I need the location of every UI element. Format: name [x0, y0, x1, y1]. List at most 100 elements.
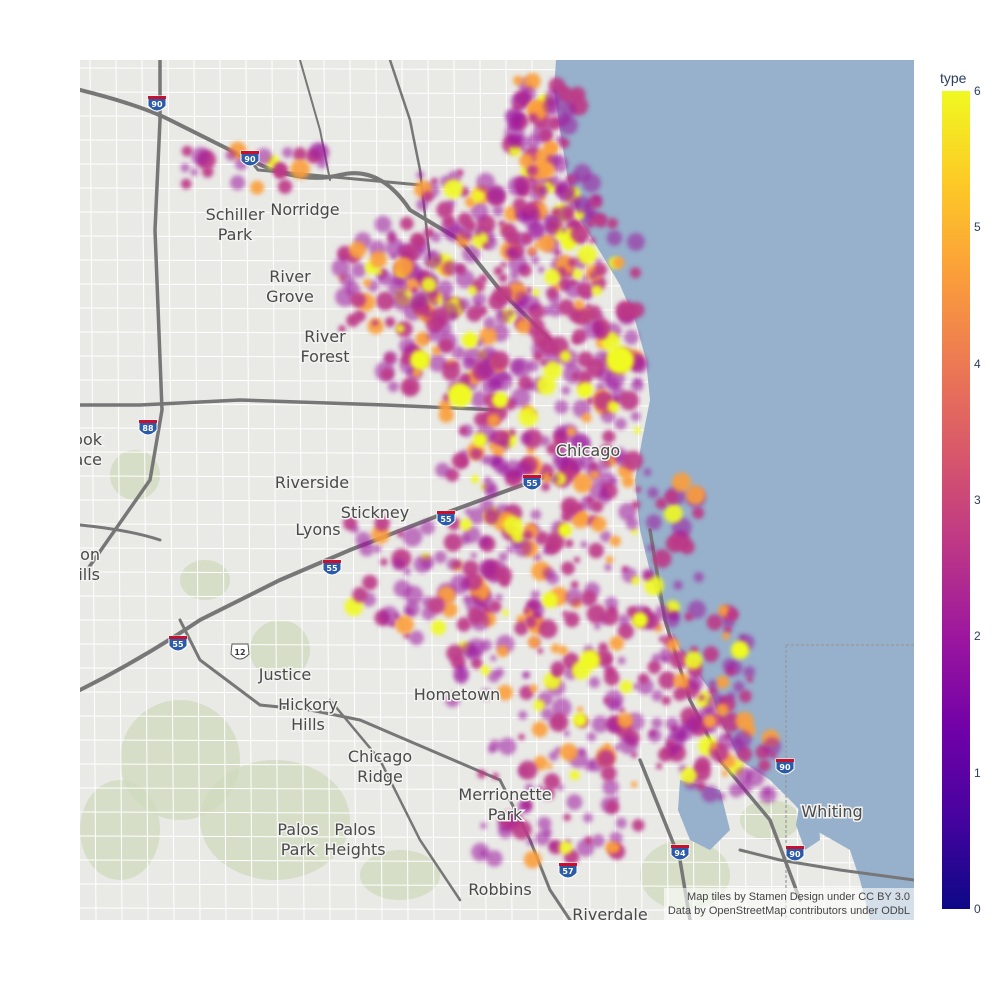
density-blob [486, 850, 503, 867]
density-blob [426, 316, 443, 334]
svg-text:94: 94 [674, 849, 686, 858]
map-attribution[interactable]: Map tiles by Stamen Design under CC BY 3… [663, 888, 914, 920]
density-blob [460, 642, 476, 658]
density-blob [573, 556, 581, 564]
density-blob [181, 145, 193, 157]
density-blob [587, 220, 595, 228]
density-hotspot [573, 713, 587, 727]
density-blob [586, 210, 596, 220]
park-area [120, 700, 240, 820]
place-label-chicago: Chicago [556, 441, 620, 460]
density-blob [585, 496, 594, 505]
density-blob [282, 147, 293, 158]
density-blob [514, 621, 529, 636]
density-blob [505, 108, 519, 122]
density-blob [455, 269, 475, 289]
density-blob [400, 377, 420, 397]
highway-shield-i90-c: 90 [775, 758, 795, 775]
density-blob [536, 375, 556, 395]
density-blob [423, 309, 433, 319]
density-blob [716, 792, 726, 801]
density-blob [352, 587, 368, 603]
density-blob [392, 293, 411, 311]
density-blob [292, 147, 307, 162]
density-blob [534, 531, 549, 545]
density-blob [431, 177, 439, 185]
density-blob [589, 270, 598, 280]
map-view[interactable]: Schiller Park Norridge River Grove River Fores… [80, 60, 914, 920]
density-blob [564, 503, 577, 516]
density-blob [563, 813, 571, 822]
density-blob [743, 666, 756, 678]
density-blob [704, 707, 713, 716]
density-blob [631, 500, 641, 510]
density-blob [499, 812, 514, 827]
density-blob [409, 630, 424, 646]
map-canvas[interactable]: Schiller Park Norridge River Grove River Fores… [80, 60, 914, 920]
density-blob [493, 266, 504, 276]
density-blob [395, 324, 405, 333]
density-blob [480, 688, 492, 700]
density-blob [478, 327, 497, 346]
density-blob [733, 681, 745, 693]
density-blob [602, 430, 616, 444]
density-blob [542, 547, 550, 555]
density-blob [560, 226, 567, 233]
density-blob [532, 328, 552, 348]
density-hotspot [462, 332, 478, 348]
density-blob [438, 338, 454, 354]
density-blob [487, 670, 500, 683]
density-blob [602, 608, 619, 626]
highway-shield-i88: 88 [138, 419, 158, 436]
density-blob [599, 444, 614, 459]
density-blob [515, 461, 532, 478]
density-blob [669, 649, 689, 670]
density-blob [708, 679, 717, 689]
density-blob [738, 689, 752, 703]
density-blob [180, 163, 190, 173]
density-blob [558, 115, 578, 135]
density-blob [473, 227, 483, 236]
density-blob [609, 636, 625, 651]
density-blob [553, 454, 570, 472]
density-blob [572, 307, 591, 326]
density-hotspot [473, 433, 487, 447]
density-blob [427, 596, 446, 615]
density-blob [520, 432, 532, 445]
density-blob [588, 676, 600, 689]
density-blob [431, 345, 442, 356]
density-blob [693, 572, 704, 583]
density-blob [602, 779, 619, 796]
density-blob [527, 222, 545, 240]
density-blob [651, 717, 663, 729]
density-blob [561, 385, 571, 395]
density-blob [561, 561, 575, 576]
density-blob [513, 102, 522, 112]
place-label-westbrook-terrace: brookrace [80, 430, 103, 469]
density-blob [631, 819, 645, 832]
density-blob [763, 788, 771, 796]
density-blob [399, 337, 416, 355]
density-blob [272, 162, 288, 178]
colorbar [942, 91, 970, 909]
density-blob [462, 244, 481, 263]
density-blob [446, 644, 464, 662]
density-blob [498, 552, 508, 562]
density-blob [665, 535, 683, 553]
density-blob [572, 268, 583, 280]
density-blob [551, 207, 562, 218]
density-blob [612, 256, 625, 269]
density-blob [658, 671, 677, 690]
place-label-stickney: Stickney [341, 503, 409, 522]
density-blob [722, 658, 736, 672]
density-blob [566, 794, 583, 811]
density-blob [442, 214, 455, 227]
density-blob [477, 769, 487, 779]
density-hotspot [558, 523, 572, 537]
place-label-chicago-ridge: Chicago Ridge [348, 747, 412, 786]
density-blob [664, 748, 671, 755]
density-blob [509, 144, 521, 157]
attribution-data: Data by OpenStreetMap contributors under… [667, 905, 910, 917]
density-blob [550, 474, 560, 484]
density-blob [569, 770, 580, 781]
